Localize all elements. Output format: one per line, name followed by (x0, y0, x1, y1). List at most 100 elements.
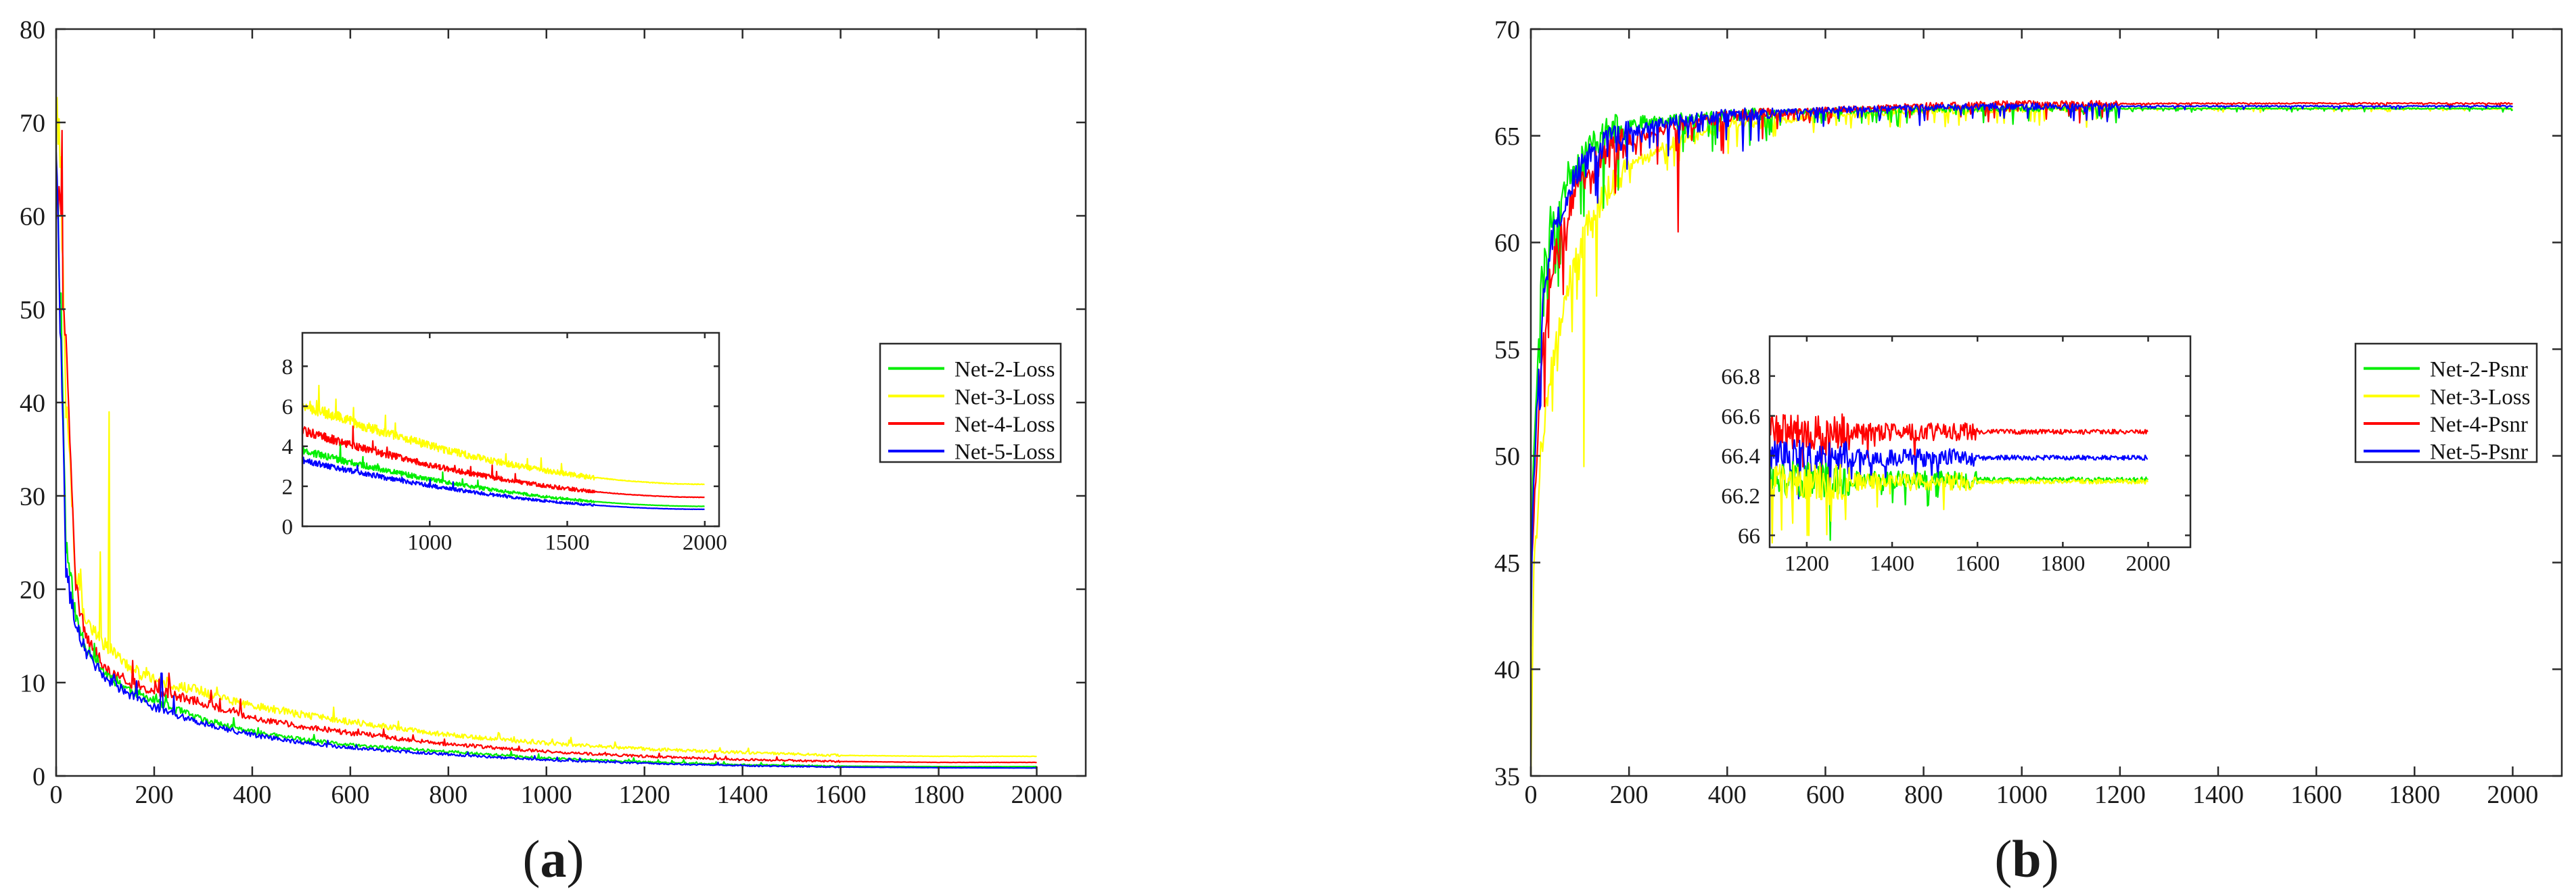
legend-item: Net-2-Loss (888, 358, 1055, 382)
y-tick-label: 40 (20, 389, 45, 417)
legend-label: Net-2-Psnr (2430, 358, 2528, 382)
legend-item: Net-4-Psnr (2364, 413, 2528, 437)
inset-series-net-3-loss (1770, 463, 2148, 544)
caption-b-letter: b (2012, 829, 2042, 888)
y-tick-label: 4 (282, 435, 294, 459)
inset-series-net-4-loss (302, 425, 705, 499)
x-tick-label: 1500 (545, 531, 590, 555)
legend-item: Net-2-Psnr (2364, 358, 2528, 382)
y-tick-label: 55 (1494, 336, 1520, 364)
psnr-chart: 0 200 400 600 800 1000 1200 1400 1600 1800 2000 35 4… (1494, 16, 2563, 809)
x-tick-label: 1200 (1785, 552, 1829, 576)
series-net-4-psnr (1531, 99, 2513, 610)
x-tick-label: 1000 (1996, 781, 2048, 809)
legend-label: Net-4-Loss (954, 413, 1055, 437)
series-net-4-loss (56, 129, 1037, 764)
y-tick-label: 0 (32, 762, 45, 791)
x-tick-label: 0 (1525, 781, 1538, 809)
x-tick-label: 1600 (2291, 781, 2342, 809)
legend-item: Net-4-Loss (888, 413, 1055, 437)
series-net-5-psnr (1531, 102, 2514, 647)
y-tick-label: 45 (1494, 549, 1520, 578)
y-tick-label: 30 (20, 482, 45, 511)
x-tick-label: 1800 (2040, 552, 2085, 576)
y-tick-label: 60 (20, 202, 45, 231)
y-tick-label: 66.6 (1721, 405, 1760, 429)
y-tick-label: 20 (20, 576, 45, 604)
y-tick-label: 70 (1494, 16, 1520, 44)
x-tick-label: 200 (135, 781, 173, 809)
series-net-2-loss (56, 179, 1037, 768)
inset-series-net-5-loss (302, 457, 705, 511)
main-a-axes: 0 200 400 600 800 1000 1200 1400 1600 1800 2000010… (20, 16, 1087, 809)
x-tick-label: 600 (1806, 781, 1845, 809)
y-tick-label: 10 (20, 669, 45, 697)
inset-series-net-3-loss (302, 384, 705, 486)
x-tick-label: 1400 (1870, 552, 1914, 576)
x-tick-label: 1400 (717, 781, 768, 809)
psnr-inset: 1200 1400 1600 1800 2000 66 66.2 66.4 66.6 66.8 (1721, 335, 2192, 576)
x-tick-label: 1000 (521, 781, 572, 809)
y-tick-label: 2 (282, 475, 294, 499)
x-tick-label: 1200 (2094, 781, 2146, 809)
x-tick-label: 1800 (913, 781, 965, 809)
y-tick-label: 66.8 (1721, 365, 1760, 389)
legend-label: Net-3-Loss (954, 385, 1055, 409)
inset-b-axes: 1200 1400 1600 1800 2000 66 66.2 66.4 66.6 66.8 (1721, 335, 2192, 576)
y-tick-label: 65 (1494, 122, 1520, 151)
legend-label: Net-2-Loss (954, 358, 1055, 382)
legend-label: Net-5-Loss (954, 440, 1055, 465)
x-tick-label: 1800 (2389, 781, 2440, 809)
x-tick-label: 1600 (1955, 552, 2000, 576)
x-tick-label: 2000 (683, 531, 727, 555)
x-tick-label: 800 (429, 781, 467, 809)
x-tick-label: 2000 (2126, 552, 2171, 576)
caption-a: (a) (522, 829, 584, 888)
caption-b: (b) (1994, 829, 2059, 888)
y-tick-label: 0 (282, 515, 294, 540)
x-tick-label: 200 (1610, 781, 1649, 809)
y-tick-label: 66 (1738, 524, 1760, 549)
legend-item: Net-5-Loss (888, 440, 1055, 465)
y-tick-label: 50 (1494, 442, 1520, 471)
legend-item: Net-5-Psnr (2364, 440, 2528, 465)
y-tick-label: 6 (282, 395, 294, 419)
x-tick-label: 400 (233, 781, 271, 809)
legend-b: Net-2-Psnr Net-3-Loss Net-4-Psnr Net-5-Psnr (2354, 342, 2538, 465)
inset-a-axes: 1000 1500 2000 0 2 4 6 8 (282, 331, 727, 555)
y-tick-label: 8 (282, 355, 294, 380)
legend-item: Net-3-Loss (2364, 385, 2530, 409)
y-tick-label: 80 (20, 16, 45, 44)
loss-chart: 0 200 400 600 800 1000 1200 1400 1600 1800 2000010… (20, 16, 1087, 809)
legend-label: Net-5-Psnr (2430, 440, 2528, 465)
x-tick-label: 0 (50, 781, 63, 809)
y-tick-label: 35 (1494, 762, 1520, 791)
x-tick-label: 800 (1904, 781, 1943, 809)
y-tick-label: 60 (1494, 229, 1520, 258)
inset-series-net-5-psnr (1770, 439, 2148, 500)
legend-a: Net-2-Loss Net-3-Loss Net-4-Loss Net-5-Loss (879, 342, 1062, 465)
y-tick-label: 66.2 (1721, 484, 1760, 509)
inset-series-net-4-psnr (1770, 413, 2148, 492)
legend-label: Net-4-Psnr (2430, 413, 2528, 437)
x-tick-label: 1400 (2192, 781, 2244, 809)
legend-item: Net-3-Loss (888, 385, 1055, 409)
y-tick-label: 50 (20, 296, 45, 324)
y-tick-label: 66.4 (1721, 444, 1760, 469)
y-tick-label: 40 (1494, 656, 1520, 685)
legend-label: Net-3-Loss (2430, 385, 2530, 409)
main-b-axes: 0 200 400 600 800 1000 1200 1400 1600 1800 2000 35 4… (1494, 16, 2563, 809)
series-net-3-loss (56, 97, 1037, 758)
caption-a-letter: a (540, 829, 567, 888)
x-tick-label: 2000 (2487, 781, 2538, 809)
x-tick-label: 1200 (619, 781, 670, 809)
loss-inset: 1000 1500 2000 0 2 4 6 8 (282, 331, 727, 555)
y-tick-label: 70 (20, 109, 45, 137)
x-tick-label: 1600 (815, 781, 867, 809)
x-tick-label: 1000 (407, 531, 452, 555)
x-tick-label: 2000 (1011, 781, 1063, 809)
x-tick-label: 400 (1708, 781, 1747, 809)
inset-series-net-2-loss (302, 444, 705, 507)
series-net-5-loss (56, 152, 1037, 769)
